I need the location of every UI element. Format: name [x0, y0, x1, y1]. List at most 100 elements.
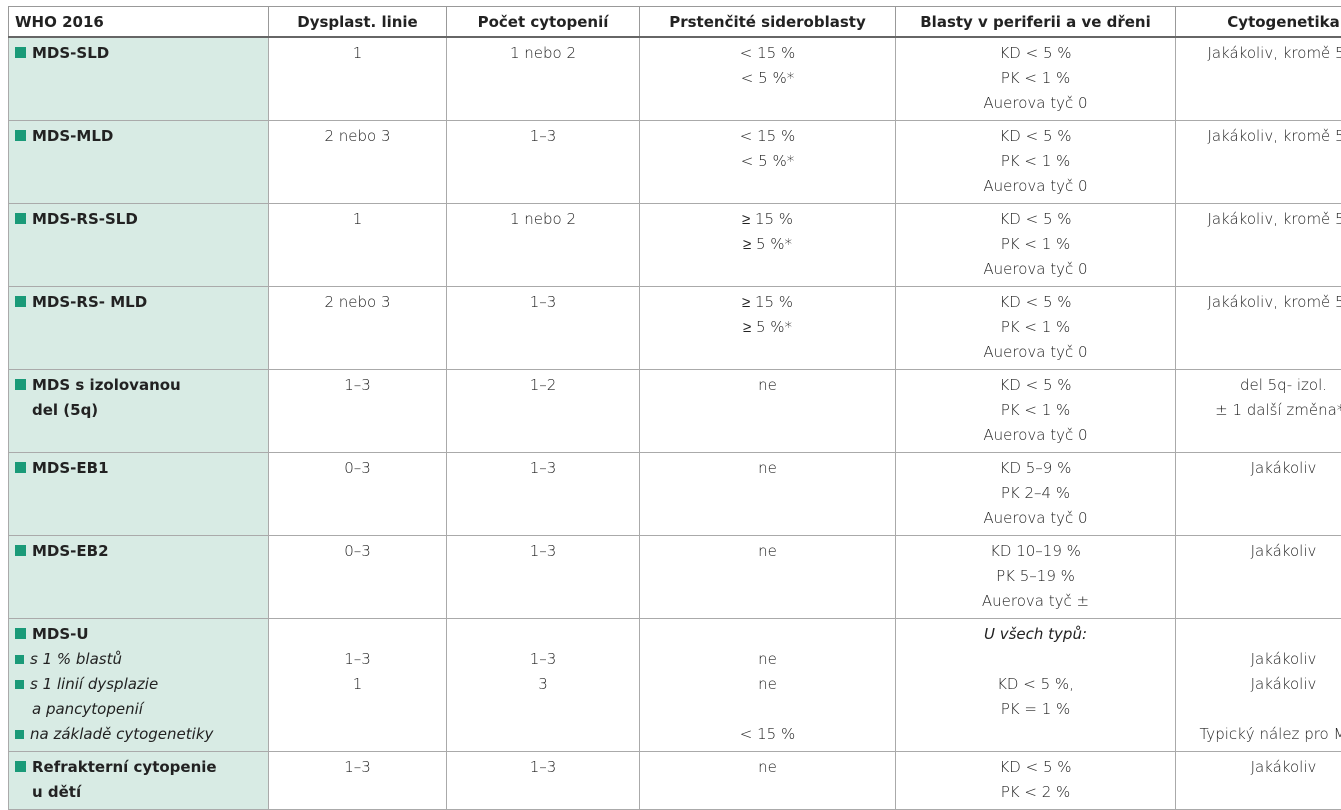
- cell-line: 1–3: [275, 647, 440, 672]
- cell-text: ≥ 15 %: [742, 210, 793, 228]
- table-cell: KD < 5 %PK < 1 % Auerova tyč 0: [896, 370, 1176, 453]
- cell-text: < 5 %*: [741, 69, 794, 87]
- row-label: MDS-SLD: [9, 37, 269, 121]
- cell-line: KD < 5 %: [902, 373, 1169, 398]
- cell-text: KD < 5 %: [999, 127, 1071, 145]
- cell-line: Jakákoliv, kromě 5q-: [1182, 41, 1341, 66]
- cell-line: PK 2–4 %: [902, 481, 1169, 506]
- table-cell: 1–2: [447, 370, 640, 453]
- cell-line: 1–3: [275, 373, 440, 398]
- cell-text: PK < 2 %: [1001, 783, 1071, 801]
- cell-line: s 1 % blastů: [15, 647, 262, 672]
- column-header: WHO 2016: [9, 7, 269, 38]
- cell-text: 1–3: [530, 650, 557, 668]
- cell-text: u dětí: [32, 783, 81, 801]
- cell-line: Auerova tyč 0: [902, 423, 1169, 448]
- table-cell: ne: [640, 370, 896, 453]
- table-cell: 0–3: [269, 536, 447, 619]
- cell-text: MDS-EB2: [32, 542, 109, 560]
- cell-text: Jakákoliv: [1251, 758, 1317, 776]
- cell-text: < 5 %*: [741, 152, 794, 170]
- cell-text: ne: [758, 376, 777, 394]
- cell-line: < 5 %*: [646, 66, 889, 91]
- bullet: [15, 462, 26, 473]
- cell-line: MDS-EB1: [15, 456, 262, 481]
- cell-text: s 1 linií dysplazie: [30, 675, 158, 693]
- cell-line: [453, 697, 633, 722]
- table-cell: KD < 5 %PK < 1 %Auerova tyč 0: [896, 121, 1176, 204]
- cell-text: 2 nebo 3: [324, 293, 390, 311]
- cell-line: PK < 1 %: [902, 315, 1169, 340]
- table-cell: KD < 5 %PK < 2 %: [896, 752, 1176, 810]
- table-cell: Jakákoliv, kromě 5q-: [1176, 287, 1341, 370]
- table-cell: ≥ 15 %≥ 5 %*: [640, 287, 896, 370]
- cell-line: [453, 722, 633, 747]
- cell-line: 2 nebo 3: [275, 290, 440, 315]
- cell-text: PK 5–19 %: [996, 567, 1075, 585]
- cell-text: MDS-EB1: [32, 459, 109, 477]
- cell-line: Typický nález pro MDS: [1182, 722, 1341, 747]
- cell-line: Auerova tyč 0: [902, 340, 1169, 365]
- bullet: [15, 680, 24, 689]
- cell-text: Auerova tyč 0: [983, 426, 1087, 444]
- cell-text: MDS-SLD: [32, 44, 109, 62]
- cell-text: Jakákoliv: [1251, 650, 1317, 668]
- cell-text: 1–3: [344, 650, 371, 668]
- cell-line: [646, 697, 889, 722]
- cell-line: s 1 linií dysplazie: [15, 672, 262, 697]
- table-cell: del 5q- izol.± 1 další změna**: [1176, 370, 1341, 453]
- cell-text: 0–3: [344, 542, 371, 560]
- cell-line: < 5 %*: [646, 149, 889, 174]
- table-cell: ne: [640, 752, 896, 810]
- table-cell: ≥ 15 % ≥ 5 %*: [640, 204, 896, 287]
- cell-text: PK < 1 %: [1001, 69, 1071, 87]
- table-cell: < 15 % < 5 %*: [640, 121, 896, 204]
- cell-text: Auerova tyč 0: [983, 94, 1087, 112]
- cell-text: 1–3: [530, 127, 557, 145]
- cell-text: KD < 5 %,: [997, 675, 1074, 693]
- cell-line: MDS-MLD: [15, 124, 262, 149]
- cell-line: ne: [646, 755, 889, 780]
- cell-line: < 15 %: [646, 124, 889, 149]
- cell-line: 1–3: [275, 755, 440, 780]
- cell-text: Jakákoliv, kromě 5q-: [1207, 293, 1341, 311]
- bullet: [15, 655, 24, 664]
- table-cell: 1–3: [447, 536, 640, 619]
- cell-text: Jakákoliv: [1251, 675, 1317, 693]
- cell-line: 1: [275, 41, 440, 66]
- cell-line: Jakákoliv: [1182, 456, 1341, 481]
- cell-line: Jakákoliv: [1182, 672, 1341, 697]
- cell-text: PK = 1 %: [1001, 700, 1071, 718]
- cell-text: KD 10–19 %: [990, 542, 1081, 560]
- table-cell: 1–3: [447, 287, 640, 370]
- table-cell: Jakákoliv, kromě 5q-: [1176, 121, 1341, 204]
- cell-line: 1–3: [453, 539, 633, 564]
- table-cell: KD < 5 % PK < 1 % Auerova tyč 0: [896, 37, 1176, 121]
- cell-line: 1 nebo 2: [453, 207, 633, 232]
- cell-line: Auerova tyč 0: [902, 257, 1169, 282]
- cell-text: Jakákoliv, kromě 5q-: [1207, 127, 1341, 145]
- cell-line: ≥ 5 %*: [646, 232, 889, 257]
- cell-line: PK < 1 %: [902, 398, 1169, 423]
- cell-line: KD 10–19 %: [902, 539, 1169, 564]
- cell-line: a pancytopenií: [15, 697, 262, 722]
- cell-line: ≥ 5 %*: [646, 315, 889, 340]
- cell-text: ne: [758, 542, 777, 560]
- table-cell: 1–3: [447, 752, 640, 810]
- cell-text: KD < 5 %: [999, 210, 1071, 228]
- bullet: [15, 130, 26, 141]
- cell-text: 1: [353, 44, 363, 62]
- cell-text: KD < 5 %: [999, 44, 1071, 62]
- table-cell: Jakákoliv: [1176, 536, 1341, 619]
- table-cell: Jakákoliv: [1176, 752, 1341, 810]
- cell-text: ≥ 5 %*: [743, 318, 792, 336]
- table-cell: ne: [640, 536, 896, 619]
- table-cell: Jakákoliv, kromě 5q-: [1176, 37, 1341, 121]
- cell-text: na základě cytogenetiky: [30, 725, 213, 743]
